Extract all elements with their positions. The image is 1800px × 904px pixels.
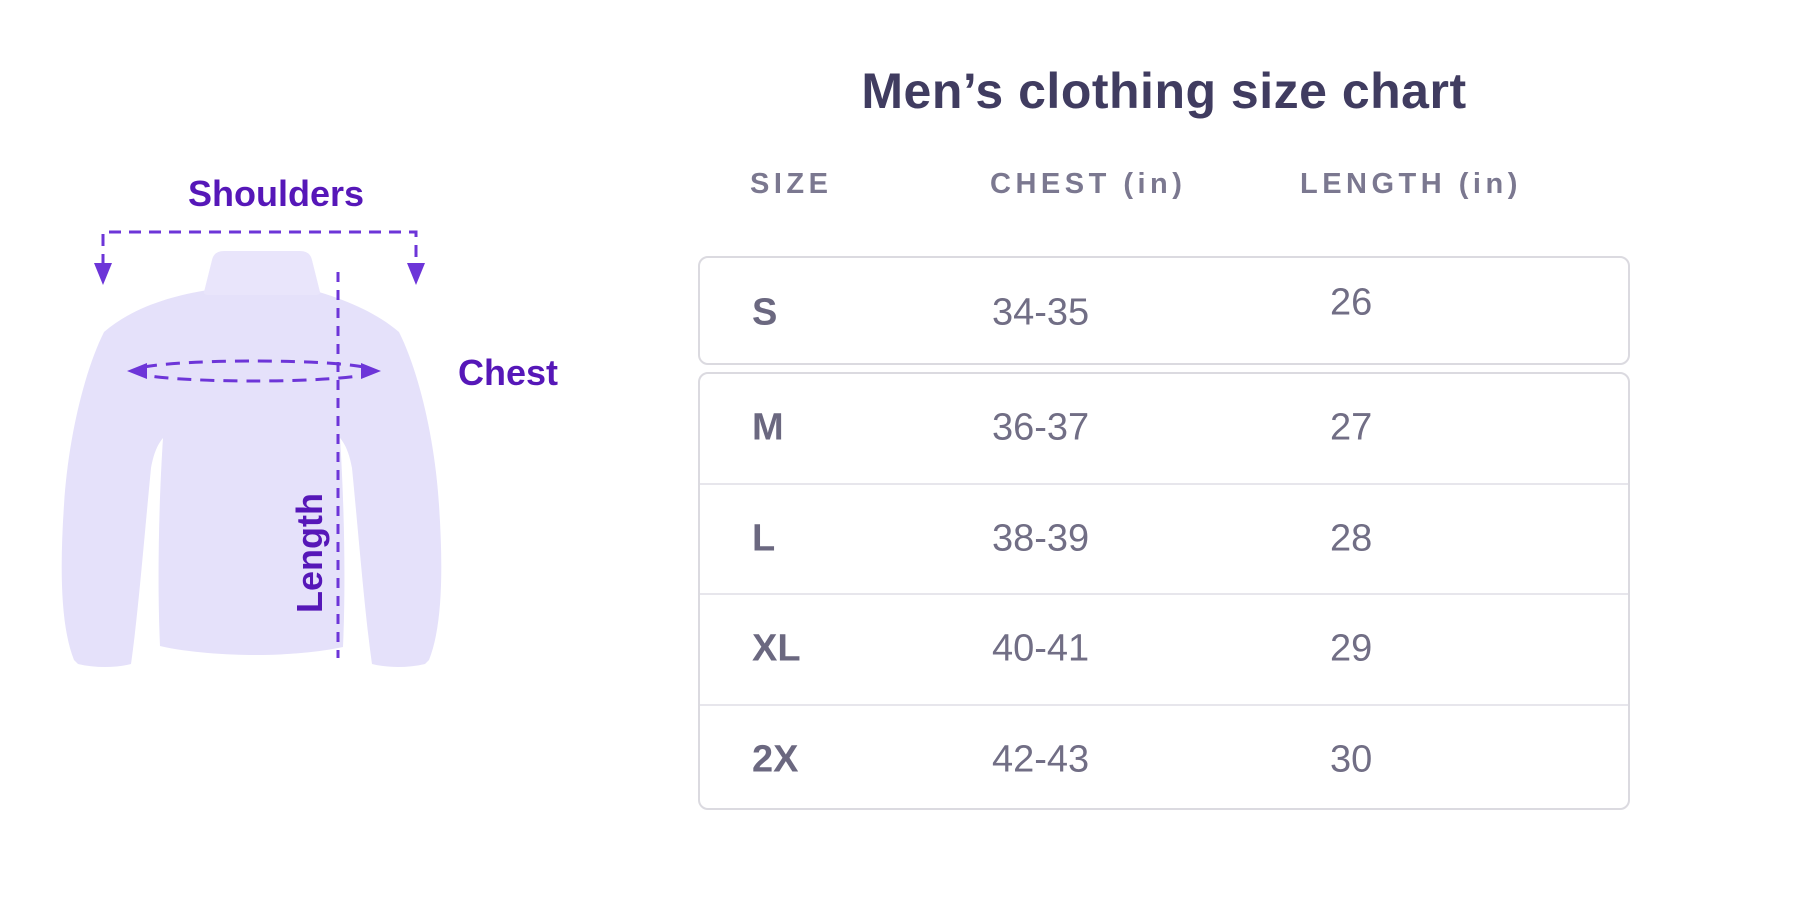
size-value: M	[752, 406, 784, 449]
shirt-measurement-diagram: Shoulders Chest Length	[61, 173, 558, 667]
column-header-chest: CHEST (in)	[990, 168, 1187, 200]
chest-arrowhead-right-icon	[361, 363, 381, 379]
table-row: M 36-37 27	[700, 374, 1628, 483]
shoulders-label: Shoulders	[188, 173, 364, 214]
size-value: XL	[752, 627, 801, 670]
table-row: L 38-39 28	[700, 482, 1628, 594]
column-header-length: LENGTH (in)	[1300, 168, 1522, 200]
shoulders-measure-line	[101, 230, 418, 266]
size-value: L	[752, 517, 776, 560]
chest-value: 40-41	[992, 627, 1090, 670]
length-label: Length	[289, 493, 330, 613]
chest-value: 42-43	[992, 738, 1090, 781]
page-title: Men’s clothing size chart	[861, 63, 1467, 119]
chest-value: 38-39	[992, 517, 1090, 560]
length-value: 30	[1330, 738, 1373, 781]
shoulders-arrowhead-left-icon	[94, 263, 112, 285]
length-value: 28	[1330, 517, 1373, 560]
length-value: 29	[1330, 627, 1373, 670]
table-box-sizes-m-to-2x: M 36-37 27 L 38-39 28 XL 40-41 29 2X 42-…	[698, 372, 1630, 810]
chest-value: 36-37	[992, 406, 1090, 449]
size-value: S	[752, 291, 778, 333]
size-value: 2X	[752, 738, 799, 781]
shirt-collar-shape	[203, 251, 321, 295]
table-header-row: SIZE CHEST (in) LENGTH (in)	[698, 168, 1630, 208]
chest-label: Chest	[458, 352, 558, 393]
length-value: 27	[1330, 406, 1373, 449]
length-value: 26	[1330, 281, 1373, 323]
table-row: 2X 42-43 30	[700, 703, 1628, 815]
chest-arrowhead-left-icon	[127, 363, 147, 379]
table-box-size-s: S 34-35 26	[698, 256, 1630, 365]
shoulders-arrowhead-right-icon	[407, 263, 425, 285]
table-row: S 34-35 26	[700, 258, 1628, 367]
table-row: XL 40-41 29	[700, 593, 1628, 704]
column-header-size: SIZE	[750, 168, 833, 200]
chest-value: 34-35	[992, 291, 1090, 333]
shirt-body-shape	[61, 290, 442, 667]
